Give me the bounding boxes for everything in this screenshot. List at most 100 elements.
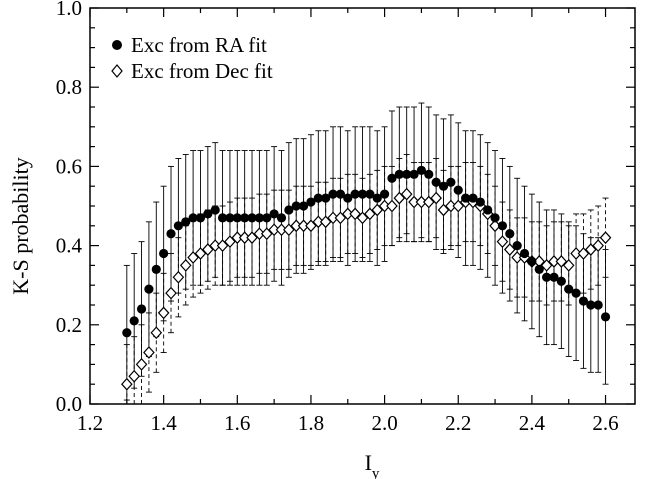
ra-point [600, 312, 611, 322]
dec-point [356, 211, 369, 225]
ra-point [188, 213, 198, 223]
ra-point [475, 197, 485, 207]
ra-point [210, 205, 220, 215]
ra-point [276, 213, 287, 223]
ra-point [453, 185, 463, 195]
dec-point [422, 195, 435, 209]
ra-point [431, 177, 441, 187]
dec-point [393, 191, 406, 205]
dec-point [194, 247, 207, 260]
ra-point [416, 165, 427, 175]
ra-point [173, 221, 183, 231]
dec-point [319, 215, 332, 229]
ra-point [144, 284, 154, 294]
dec-point [172, 270, 185, 284]
markers [121, 165, 612, 391]
ra-point [298, 201, 309, 211]
axes [89, 7, 636, 405]
ra-point [240, 213, 250, 223]
dec-point [540, 259, 553, 272]
dec-point [584, 243, 597, 256]
tick-labels: 1.2 1.4 1.6 1.8 2.0 2.2 2.4 2.6 0.0 0.2 0.4 0.6 0.8 1… [56, 0, 619, 435]
dec-point [165, 286, 177, 300]
ra-point [284, 205, 294, 215]
dec-point [400, 187, 413, 201]
ra-point [549, 272, 559, 282]
ra-point [357, 189, 368, 199]
ra-point [571, 288, 581, 298]
dec-point [496, 235, 509, 249]
dec-point [452, 199, 465, 213]
ra-point [446, 177, 456, 187]
ra-point [505, 229, 515, 239]
x-axis-title: Iy [365, 450, 380, 479]
ra-point [129, 316, 139, 326]
dec-point [179, 259, 192, 272]
y-axis-title: K-S probability [8, 157, 33, 295]
ra-point [438, 181, 449, 191]
x-tick-label: 2.4 [519, 411, 546, 435]
ra-point [483, 205, 493, 215]
y-tick-label: 0.2 [56, 313, 82, 337]
ra-point [387, 173, 397, 183]
dec-point [437, 203, 450, 217]
dec-point [143, 346, 155, 359]
y-tick-label: 0.0 [56, 392, 82, 416]
ra-point [306, 197, 316, 207]
ra-point [409, 169, 419, 179]
ra-point [254, 213, 264, 223]
ra-point [534, 264, 544, 274]
x-tick-label: 2.2 [445, 411, 471, 435]
ra-point [203, 209, 213, 219]
legend-marker-dec [111, 64, 123, 78]
ra-point [136, 304, 147, 314]
dec-point [599, 231, 612, 245]
ra-point [321, 193, 331, 203]
ra-point [593, 300, 603, 310]
dec-point [135, 358, 148, 371]
ra-point [556, 276, 566, 286]
ra-point [247, 213, 257, 223]
dec-point [555, 255, 568, 268]
dec-point [157, 306, 170, 320]
y-tick-label: 1.0 [56, 0, 82, 20]
ra-point [394, 169, 404, 179]
dec-point [224, 235, 236, 249]
legend: Exc from RA fit Exc from Dec fit [111, 33, 273, 83]
x-tick-label: 2.0 [371, 411, 397, 435]
ra-point [542, 272, 552, 282]
ra-point [586, 300, 596, 310]
dec-point [577, 247, 590, 260]
x-tick-label: 1.2 [77, 411, 103, 435]
dec-point [592, 239, 604, 252]
ra-point [328, 189, 338, 199]
ra-point [379, 189, 390, 199]
ra-point [225, 213, 235, 223]
dec-point [364, 207, 376, 221]
dec-point [187, 251, 199, 264]
ra-point [343, 193, 353, 203]
legend-label-ra: Exc from RA fit [131, 33, 267, 57]
ra-point [402, 169, 412, 179]
dec-point [202, 243, 214, 256]
ra-point [350, 189, 360, 199]
dec-point [386, 199, 398, 213]
legend-marker-ra [112, 40, 122, 50]
ra-point [497, 221, 508, 231]
ra-point [512, 241, 522, 251]
dec-point [349, 207, 361, 221]
dec-point [128, 369, 141, 383]
dec-point [121, 377, 133, 391]
ra-point [578, 296, 589, 306]
dec-point [562, 259, 575, 272]
ra-point [166, 229, 176, 239]
ra-point [527, 256, 537, 267]
dec-point [246, 231, 258, 245]
ra-point [195, 213, 206, 223]
ra-point [181, 217, 191, 227]
ra-point [159, 248, 169, 259]
x-axis-title-main: I [365, 450, 372, 475]
ra-point [365, 189, 375, 199]
ra-point [468, 193, 478, 203]
